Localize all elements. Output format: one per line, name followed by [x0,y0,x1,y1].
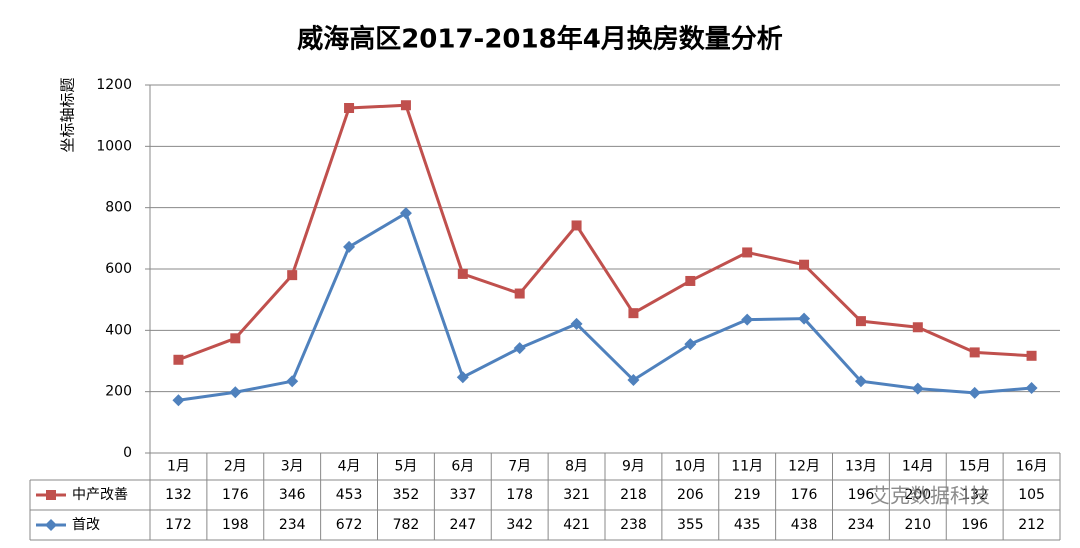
marker [742,247,753,258]
chart-title: 威海高区2017-2018年4月换房数量分析 [297,24,783,55]
marker [514,288,525,299]
x-tick-label: 3月 [281,459,304,475]
x-tick-label: 16月 [1016,459,1048,475]
x-tick-label: 4月 [338,459,361,475]
y-tick-label: 600 [105,261,132,277]
table-value: 132 [165,487,192,503]
table-value: 218 [620,487,647,503]
marker [1025,381,1038,394]
table-value: 132 [961,487,988,503]
x-tick-label: 2月 [224,459,247,475]
marker [570,317,583,330]
table-value: 212 [1018,517,1045,533]
table-value: 172 [165,517,192,533]
table-value: 238 [620,517,647,533]
marker [911,382,924,395]
table-value: 421 [563,517,590,533]
table-value: 219 [734,487,761,503]
table-value: 346 [279,487,306,503]
table-value: 198 [222,517,249,533]
x-tick-label: 5月 [394,459,417,475]
marker [968,386,981,399]
table-value: 105 [1018,487,1045,503]
table-value: 196 [848,487,875,503]
marker [799,259,810,270]
series-line [178,210,1032,402]
table-value: 672 [336,517,363,533]
marker [969,347,980,358]
marker [400,100,411,111]
table-value: 342 [506,517,533,533]
x-tick-label: 7月 [508,459,531,475]
marker [46,490,56,500]
table-value: 234 [279,517,306,533]
marker [287,270,298,281]
marker [628,308,639,319]
table-value: 210 [904,517,931,533]
table-value: 435 [734,517,761,533]
marker [513,342,526,355]
watermark: 艾克数据科技 [870,484,990,508]
table-value: 176 [791,487,818,503]
table-value: 352 [393,487,420,503]
x-tick-label: 12月 [788,459,820,475]
marker [627,374,640,387]
table-value: 782 [393,517,420,533]
marker [684,338,697,351]
legend-label: 中产改善 [72,487,128,503]
x-tick-label: 9月 [622,459,645,475]
table-value: 247 [449,517,476,533]
marker [457,268,468,279]
series-line [177,103,1032,362]
table-value: 453 [336,487,363,503]
y-tick-label: 400 [105,322,132,338]
legend-label: 首改 [72,517,100,533]
table-value: 321 [563,487,590,503]
marker [344,103,355,113]
y-tick-label: 0 [123,445,132,461]
marker [343,240,356,253]
table-value: 355 [677,517,704,533]
marker [173,354,184,365]
marker [798,312,811,325]
marker [855,316,866,327]
marker [172,394,185,407]
x-tick-label: 15月 [959,459,991,475]
x-tick-label: 11月 [731,459,763,475]
y-tick-label: 800 [105,200,132,216]
x-tick-label: 8月 [565,459,588,475]
marker [399,207,412,220]
x-tick-label: 10月 [674,459,706,475]
x-tick-label: 13月 [845,459,877,475]
table-value: 234 [848,517,875,533]
y-tick-label: 200 [105,384,132,400]
marker [912,322,923,333]
x-tick-label: 14月 [902,459,934,475]
y-axis-label: 坐标轴标题 [59,77,77,152]
table-value: 337 [449,487,476,503]
table-value: 206 [677,487,704,503]
table-value: 438 [791,517,818,533]
marker [854,375,867,388]
x-tick-label: 1月 [167,459,190,475]
table-value: 196 [961,517,988,533]
table-value: 176 [222,487,249,503]
table-value: 200 [904,487,931,503]
table-value: 178 [506,487,533,503]
y-tick-label: 1200 [96,77,132,93]
marker [456,371,469,384]
marker [230,333,241,344]
marker [571,220,582,231]
marker [229,386,242,399]
marker [286,375,299,388]
x-tick-label: 6月 [451,459,474,475]
y-tick-label: 1000 [96,138,132,154]
marker [741,313,754,326]
marker [45,519,57,531]
marker [1026,350,1037,361]
marker [685,275,696,286]
